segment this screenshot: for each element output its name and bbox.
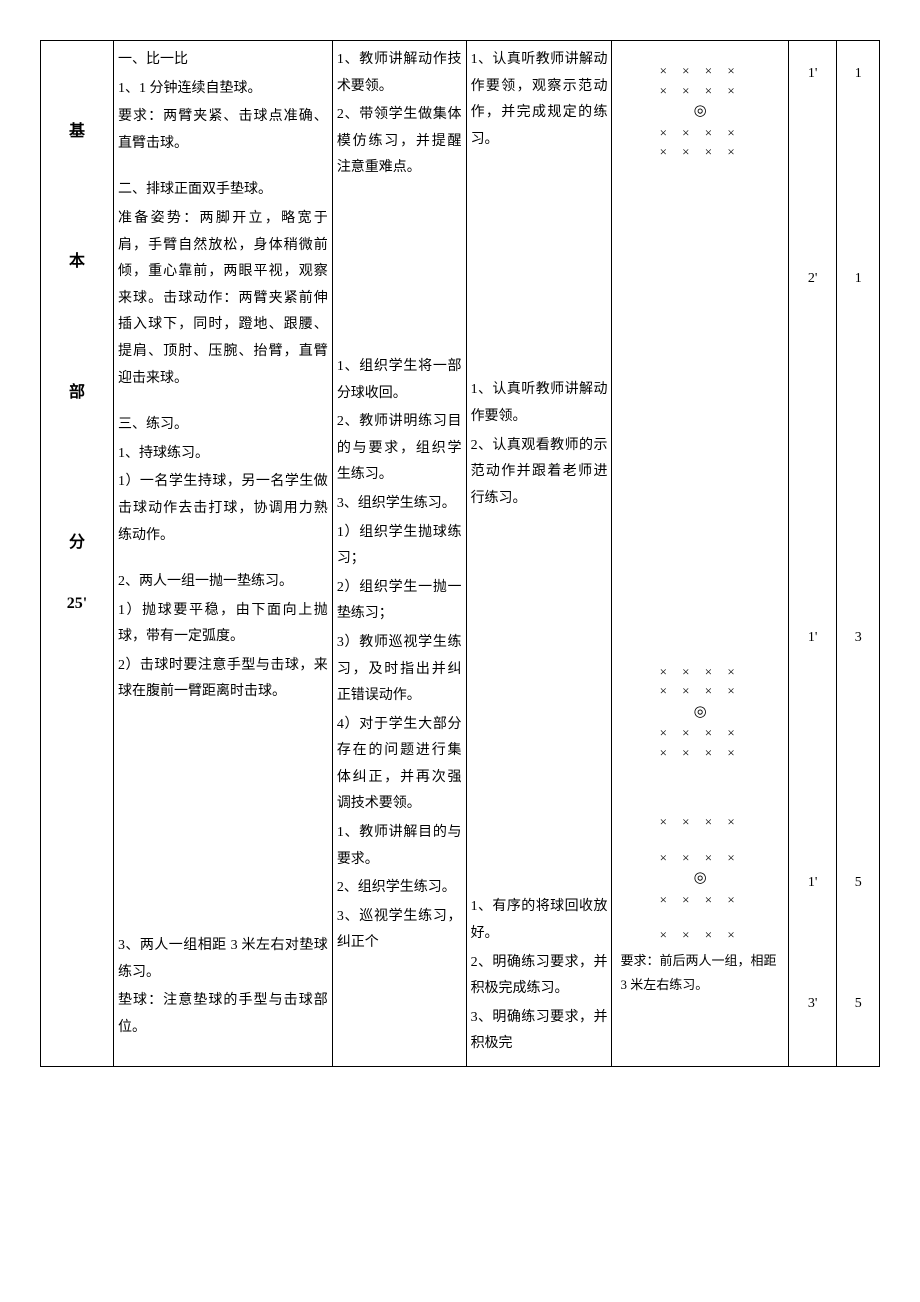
section-char-4: 分 (45, 528, 109, 558)
teacher-2-2: 2、教师讲明练习目的与要求，组织学生练习。 (337, 409, 462, 489)
content-b1-req: 要求：两臂夹紧、击球点准确、直臂击球。 (118, 104, 328, 157)
student-3-2: 2、明确练习要求，并积极完成练习。 (471, 950, 608, 1003)
content-cell: 一、比一比 1、1 分钟连续自垫球。 要求：两臂夹紧、击球点准确、直臂击球。 二… (113, 41, 332, 1067)
content-b3-1: 1、持球练习。 (118, 441, 328, 468)
diagram-circle: ◎ (616, 701, 783, 724)
reps-cell: 1 1 3 5 5 (837, 41, 880, 1067)
time-5: 3' (793, 991, 833, 1018)
student-2-2: 2、认真观看教师的示范动作并跟着老师进行练习。 (471, 433, 608, 513)
teacher-2-1: 1、组织学生将一部分球收回。 (337, 354, 462, 407)
teacher-3-1: 1、教师讲解目的与要求。 (337, 820, 462, 873)
teacher-2-3-3: 3）教师巡视学生练习，及时指出并纠正错误动作。 (337, 630, 462, 710)
content-b1-title: 一、比一比 (118, 47, 328, 74)
teacher-cell: 1、教师讲解动作技术要领。 2、带领学生做集体模仿练习，并提醒注意重难点。 1、… (332, 41, 466, 1067)
section-char-3: 部 (45, 378, 109, 408)
diagram-req: 要求：前后两人一组，相距 3 米左右练习。 (616, 949, 783, 998)
diagram-circle: ◎ (616, 867, 783, 890)
content-b2-title: 二、排球正面双手垫球。 (118, 177, 328, 204)
time-cell: 1' 2' 1' 1' 3' (788, 41, 837, 1067)
reps-5: 5 (841, 991, 875, 1018)
diagram-row: × × × × (616, 925, 783, 945)
diagram-row: × × × × (616, 123, 783, 143)
section-time: 25' (45, 589, 109, 619)
content-b3-1-1: 1）一名学生持球，另一名学生做击球动作去击打球，协调用力熟练动作。 (118, 469, 328, 549)
teacher-2-3-4: 4）对于学生大部分存在的问题进行集体纠正，并再次强调技术要领。 (337, 712, 462, 818)
reps-1: 1 (841, 61, 875, 88)
diagram-row: × × × × (616, 81, 783, 101)
diagram-row: × × × × (616, 890, 783, 910)
diagram-row: × × × × (616, 681, 783, 701)
student-cell: 1、认真听教师讲解动作要领，观察示范动作，并完成规定的练习。 1、认真听教师讲解… (466, 41, 612, 1067)
reps-3: 3 (841, 625, 875, 652)
teacher-3-3: 3、巡视学生练习，纠正个 (337, 904, 462, 957)
teacher-2-3: 3、组织学生练习。 (337, 491, 462, 518)
teacher-1-2: 2、带领学生做集体模仿练习，并提醒注意重难点。 (337, 102, 462, 182)
diagram-row: × × × × (616, 743, 783, 763)
student-2-1: 1、认真听教师讲解动作要领。 (471, 377, 608, 430)
teacher-2-3-1: 1）组织学生抛球练习； (337, 520, 462, 573)
teacher-3-2: 2、组织学生练习。 (337, 875, 462, 902)
diagram-row: × × × × (616, 662, 783, 682)
diagram-cell: × × × × × × × × ◎ × × × × × × × × × × × … (612, 41, 788, 1067)
content-b3-3: 3、两人一组相距 3 米左右对垫球练习。 (118, 933, 328, 986)
content-b2-prep: 准备姿势：两脚开立，略宽于肩，手臂自然放松，身体稍微前倾，重心靠前，两眼平视，观… (118, 206, 328, 392)
content-b1-1: 1、1 分钟连续自垫球。 (118, 76, 328, 103)
diagram-row: × × × × (616, 812, 783, 832)
section-cell: 基 本 部 分 25' (41, 41, 114, 1067)
time-3: 1' (793, 625, 833, 652)
diagram-row: × × × × (616, 723, 783, 743)
content-b3-title: 三、练习。 (118, 412, 328, 439)
diagram-circle: ◎ (616, 100, 783, 123)
content-b3-3-note: 垫球：注意垫球的手型与击球部位。 (118, 988, 328, 1041)
teacher-2-3-2: 2）组织学生一抛一垫练习； (337, 575, 462, 628)
content-b3-2: 2、两人一组一抛一垫练习。 (118, 569, 328, 596)
diagram-row: × × × × (616, 848, 783, 868)
student-3-3: 3、明确练习要求，并积极完 (471, 1005, 608, 1058)
content-b3-2-1: 1）抛球要平稳，由下面向上抛球，带有一定弧度。 (118, 598, 328, 651)
time-4: 1' (793, 870, 833, 897)
time-1: 1' (793, 61, 833, 88)
time-2: 2' (793, 266, 833, 293)
section-char-1: 基 (45, 117, 109, 147)
reps-4: 5 (841, 870, 875, 897)
reps-2: 1 (841, 266, 875, 293)
student-3-1: 1、有序的将球回收放好。 (471, 894, 608, 947)
section-char-2: 本 (45, 247, 109, 277)
teacher-1-1: 1、教师讲解动作技术要领。 (337, 47, 462, 100)
lesson-plan-table: 基 本 部 分 25' 一、比一比 1、1 分钟连续自垫球。 要求：两臂夹紧、击… (40, 40, 880, 1067)
diagram-row: × × × × (616, 142, 783, 162)
diagram-row: × × × × (616, 61, 783, 81)
student-1-1: 1、认真听教师讲解动作要领，观察示范动作，并完成规定的练习。 (471, 47, 608, 153)
content-b3-2-2: 2）击球时要注意手型与击球，来球在腹前一臂距离时击球。 (118, 653, 328, 706)
